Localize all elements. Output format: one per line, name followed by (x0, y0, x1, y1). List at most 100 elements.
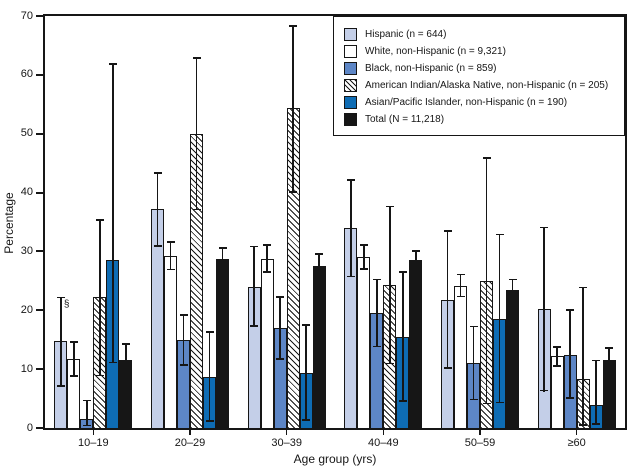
y-tick-mark (36, 309, 43, 312)
error-bar (511, 278, 514, 303)
y-tick-label: 40 (20, 186, 33, 199)
error-bar (543, 226, 545, 392)
error-bar-cap-top (276, 296, 285, 298)
error-bar-cap-bottom (508, 300, 517, 303)
error-bar-cap-top (398, 271, 407, 274)
error-bar-cap-top (592, 359, 601, 362)
error-bar (595, 359, 597, 426)
error-bar-cap-top (82, 399, 91, 402)
x-tick-mark (92, 430, 95, 435)
error-bar-cap-top (579, 286, 588, 289)
error-bar-cap-top (385, 205, 394, 208)
error-bar-cap-bottom (482, 402, 491, 405)
error-bar (305, 324, 307, 421)
y-tick-mark (36, 132, 43, 135)
error-bar (350, 179, 352, 278)
error-bar-cap-bottom (302, 419, 311, 421)
y-tick-mark (36, 250, 43, 253)
y-tick-label: 0 (26, 421, 33, 434)
y-tick-label: 60 (20, 68, 33, 81)
x-tick-mark (189, 430, 191, 435)
color-swatch-icon (344, 45, 357, 58)
error-bar (472, 325, 475, 401)
error-bar-cap-top (495, 233, 504, 236)
x-tick-mark (575, 430, 578, 435)
legend-label: American Indian/Alaska Native, non-Hispa… (365, 80, 609, 91)
y-tick-label: 10 (20, 362, 33, 375)
error-bar-cap-top (302, 324, 311, 327)
bar-50–59-series1 (454, 285, 467, 428)
error-bar (376, 278, 378, 348)
error-bar (60, 296, 62, 387)
error-bar-cap-top (179, 314, 188, 317)
legend-item: Hispanic (n = 644) (344, 26, 620, 43)
error-bar (389, 205, 391, 365)
error-bar-cap-bottom (263, 270, 272, 273)
bar-50–59-series5 (506, 289, 519, 428)
legend-item: White, non-Hispanic (n = 9,321) (344, 43, 620, 60)
bar-40–49-series5 (409, 260, 423, 428)
error-bar (208, 330, 211, 423)
bar-30–39-series1 (260, 258, 274, 428)
error-bar-cap-bottom (56, 385, 65, 387)
error-bar-cap-bottom (605, 365, 614, 368)
error-bar-cap-bottom (153, 245, 162, 247)
x-tick-label: ≥60 (567, 437, 586, 449)
x-tick-label: 10–19 (78, 437, 109, 449)
bar-30–39-series5 (312, 265, 326, 428)
error-bar (195, 57, 198, 211)
error-bar-cap-bottom (495, 401, 504, 404)
x-tick-label: 20–29 (174, 437, 206, 449)
error-bar-cap-top (346, 179, 355, 181)
error-bar (485, 157, 488, 405)
error-bar (363, 244, 365, 270)
y-tick-label: 70 (20, 9, 33, 22)
error-bar (582, 286, 584, 426)
error-bar (402, 271, 404, 403)
x-tick-label: 30–39 (271, 437, 302, 449)
error-bar (415, 250, 417, 271)
y-tick-label: 50 (20, 127, 33, 140)
y-tick-label: 20 (20, 303, 33, 316)
color-swatch-icon (344, 62, 357, 75)
bar-30–39-series3 (286, 108, 300, 428)
error-bar-cap-top (250, 245, 259, 248)
error-bar-cap-top (108, 63, 117, 65)
legend: Hispanic (n = 644) White, non-Hispanic (n… (333, 16, 625, 136)
error-bar-cap-bottom (553, 365, 562, 367)
error-bar-cap-bottom (205, 420, 214, 423)
bar-20–29-series3 (190, 133, 203, 428)
error-bar-cap-bottom (592, 423, 601, 426)
x-tick-mark (382, 430, 385, 435)
error-bar-cap-bottom (69, 375, 78, 377)
error-bar-cap-top (508, 278, 517, 281)
error-bar (125, 343, 127, 376)
legend-label: Black, non-Hispanic (n = 859) (365, 63, 497, 74)
error-bar (569, 309, 571, 399)
x-axis-title: Age group (yrs) (293, 452, 377, 466)
bar-≥60-series1 (550, 356, 564, 428)
error-bar-cap-top (56, 296, 65, 299)
error-bar-cap-bottom (411, 269, 420, 271)
error-bar-cap-bottom (218, 268, 227, 271)
error-bar-cap-top (315, 253, 324, 255)
error-bar-cap-bottom (121, 373, 130, 376)
error-bar (86, 399, 88, 427)
x-tick-label: 40–49 (368, 437, 399, 449)
error-bar-cap-top (121, 343, 130, 345)
error-bar-cap-top (469, 325, 478, 328)
error-bar-cap-bottom (540, 389, 549, 392)
error-bar (73, 340, 75, 377)
error-bar-cap-top (566, 309, 575, 311)
error-bar-cap-top (166, 241, 175, 244)
x-tick-mark (479, 430, 481, 435)
error-bar (182, 314, 185, 366)
error-bar-cap-bottom (108, 361, 117, 364)
y-tick-mark (36, 368, 43, 371)
legend-item: Asian/Pacific Islander, non-Hispanic (n … (344, 94, 620, 111)
error-bar-cap-top (605, 347, 614, 350)
legend-item: American Indian/Alaska Native, non-Hispa… (344, 77, 620, 94)
legend-item: Total (N = 11,218) (344, 111, 620, 128)
error-bar-cap-bottom (456, 295, 465, 298)
